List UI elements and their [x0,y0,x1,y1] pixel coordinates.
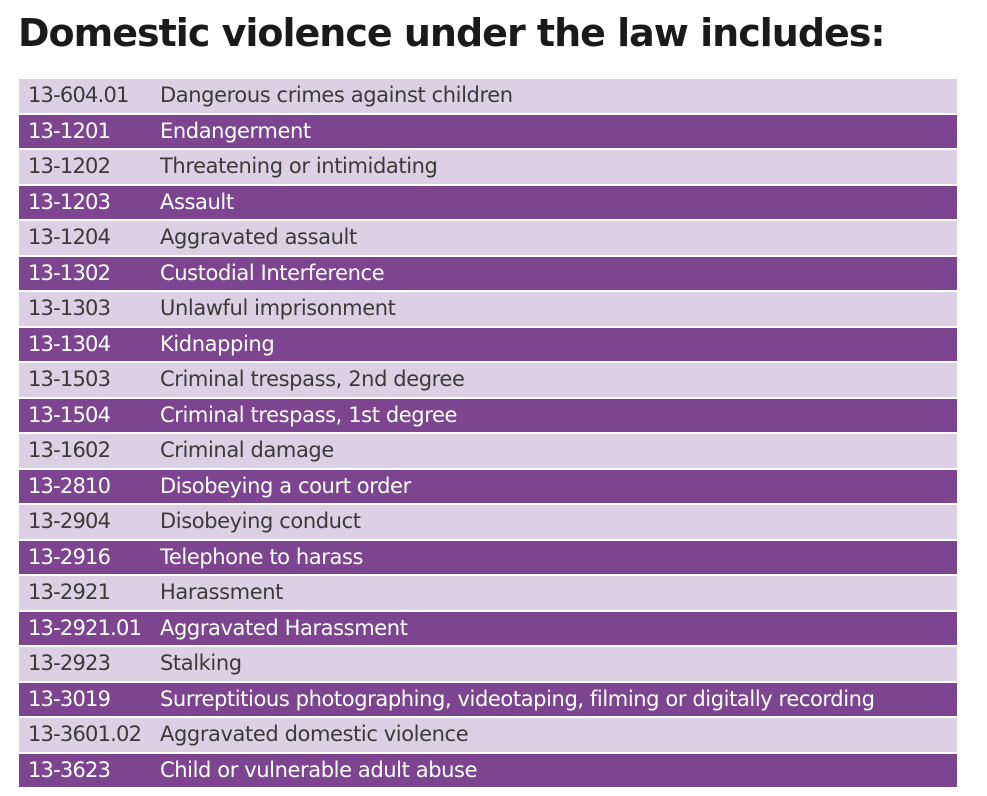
statute-description: Criminal trespass, 1st degree [160,402,458,427]
table-row: 13-3601.02 Aggravated domestic violence [19,718,957,752]
statute-description: Stalking [160,651,242,675]
table-row: 13-1303 Unlawful imprisonment [19,292,957,326]
statute-code: 13-1201 [28,118,111,143]
table-row: 13-604.01 Dangerous crimes against child… [19,79,957,113]
statute-description: Unlawful imprisonment [160,296,396,320]
statute-code: 13-2921 [28,580,111,604]
table-row: 13-2916 Telephone to harass [19,540,957,574]
table-row: 13-1602 Criminal damage [19,434,957,468]
statute-description: Disobeying a court order [160,473,411,498]
statute-description: Child or vulnerable adult abuse [160,757,478,782]
statute-description: Disobeying conduct [160,509,361,533]
statute-code: 13-1302 [28,260,111,285]
statute-code: 13-3601.02 [28,722,142,746]
statute-description: Telephone to harass [160,544,364,569]
statute-code: 13-1304 [28,331,111,356]
statute-code: 13-2810 [28,473,111,498]
statute-description: Threatening or intimidating [160,154,438,178]
table-row: 13-3019 Surreptitious photographing, vid… [19,682,957,716]
statute-description: Aggravated domestic violence [160,722,469,746]
statute-code: 13-3019 [28,686,111,711]
statute-code: 13-1204 [28,225,111,249]
statute-description: Criminal trespass, 2nd degree [160,367,465,391]
table-row: 13-2923 Stalking [19,647,957,681]
statute-description: Aggravated assault [160,225,357,249]
table-row: 13-1202 Threatening or intimidating [19,150,957,184]
statute-description: Endangerment [160,118,311,143]
table-row: 13-3623 Child or vulnerable adult abuse [19,753,957,787]
statute-description: Surreptitious photographing, videotaping… [160,686,875,711]
table-row: 13-2810 Disobeying a court order [19,469,957,503]
statute-table: 13-604.01 Dangerous crimes against child… [19,79,957,787]
page-title: Domestic violence under the law includes… [18,11,886,55]
statute-code: 13-2916 [28,544,111,569]
table-row: 13-1201 Endangerment [19,114,957,148]
statute-code: 13-2921.01 [28,615,142,640]
statute-code: 13-1202 [28,154,111,178]
statute-code: 13-3623 [28,757,111,782]
statute-description: Assault [160,189,234,214]
statute-description: Harassment [160,580,283,604]
table-row: 13-2921 Harassment [19,576,957,610]
statute-description: Aggravated Harassment [160,615,408,640]
statute-code: 13-1503 [28,367,111,391]
statute-description: Custodial Interference [160,260,385,285]
table-row: 13-2921.01 Aggravated Harassment [19,611,957,645]
statute-description: Kidnapping [160,331,275,356]
statute-code: 13-1303 [28,296,111,320]
table-row: 13-1504 Criminal trespass, 1st degree [19,398,957,432]
statute-code: 13-604.01 [28,83,129,107]
statute-code: 13-2904 [28,509,111,533]
statute-code: 13-1203 [28,189,111,214]
table-row: 13-2904 Disobeying conduct [19,505,957,539]
table-row: 13-1302 Custodial Interference [19,256,957,290]
statute-description: Criminal damage [160,438,334,462]
statute-code: 13-1602 [28,438,111,462]
statute-code: 13-2923 [28,651,111,675]
statute-description: Dangerous crimes against children [160,83,513,107]
table-row: 13-1204 Aggravated assault [19,221,957,255]
table-row: 13-1304 Kidnapping [19,327,957,361]
table-row: 13-1503 Criminal trespass, 2nd degree [19,363,957,397]
table-row: 13-1203 Assault [19,185,957,219]
statute-code: 13-1504 [28,402,111,427]
